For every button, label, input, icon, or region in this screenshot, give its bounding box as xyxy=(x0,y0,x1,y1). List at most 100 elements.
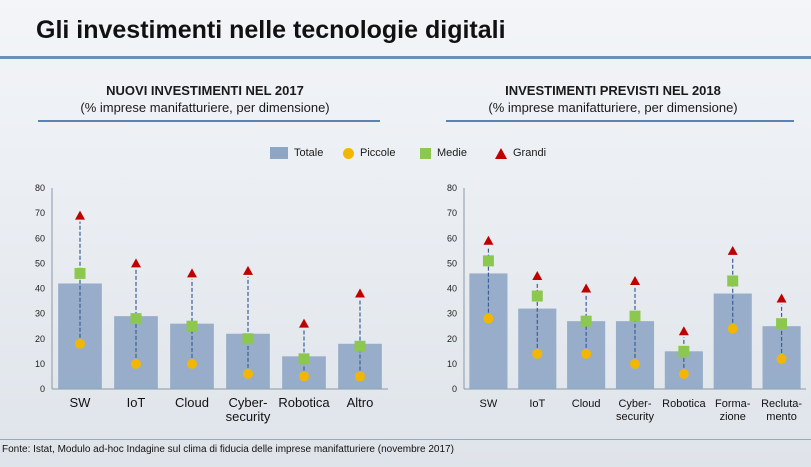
left-point-piccole xyxy=(299,371,309,382)
page-title: Gli investimenti nelle tecnologie digita… xyxy=(36,16,506,44)
left-point-piccole xyxy=(75,338,85,349)
left-panel-title: NUOVI INVESTIMENTI NEL 2017 (% imprese m… xyxy=(40,82,370,116)
legend-label-piccole: Piccole xyxy=(360,147,396,159)
legend-label-totale: Totale xyxy=(294,147,324,159)
left-y-tick-label: 40 xyxy=(35,284,45,294)
left-point-grandi xyxy=(243,265,253,275)
right-point-grandi xyxy=(483,235,494,245)
right-y-tick-label: 70 xyxy=(447,208,457,218)
right-point-piccole xyxy=(532,348,543,359)
right-point-medie xyxy=(482,255,494,267)
right-chart-title: INVESTIMENTI PREVISTI NEL 2018 xyxy=(505,83,721,98)
right-category-label: Recluta- xyxy=(761,398,802,410)
legend-item-medie: Medie xyxy=(420,147,467,159)
right-point-medie xyxy=(727,275,739,287)
right-panel-divider xyxy=(446,120,794,122)
left-point-piccole xyxy=(131,358,141,369)
right-y-tick-label: 20 xyxy=(447,334,457,344)
chart-legend: Totale Piccole Medie Grandi xyxy=(0,147,811,165)
left-category-label: Robotica xyxy=(278,395,330,410)
left-point-medie xyxy=(354,340,366,352)
right-point-grandi xyxy=(630,275,640,285)
left-point-medie xyxy=(298,353,310,365)
right-point-piccole xyxy=(776,353,787,364)
left-y-tick-label: 70 xyxy=(35,208,45,218)
left-y-tick-label: 20 xyxy=(35,334,45,344)
right-category-label: Robotica xyxy=(662,398,706,410)
right-category-label: mento xyxy=(766,411,797,423)
left-y-tick-label: 10 xyxy=(35,359,45,369)
right-y-tick-label: 30 xyxy=(447,309,457,319)
right-chart-subtitle: (% imprese manifatturiere, per dimension… xyxy=(488,100,738,115)
left-category-label: Cloud xyxy=(175,395,209,410)
footer-divider xyxy=(0,439,811,440)
left-category-label: Cyber- xyxy=(228,395,267,410)
right-point-piccole xyxy=(630,358,640,369)
left-point-medie xyxy=(186,320,198,332)
right-y-tick-label: 60 xyxy=(447,233,457,243)
legend-label-grandi: Grandi xyxy=(513,147,547,159)
right-point-piccole xyxy=(581,348,592,359)
left-point-grandi xyxy=(75,210,85,220)
left-point-piccole xyxy=(243,368,253,379)
left-point-grandi xyxy=(131,258,141,268)
legend-triangle-swatch xyxy=(495,147,507,159)
right-category-label: Cloud xyxy=(572,398,601,410)
left-category-label: security xyxy=(226,409,271,424)
right-category-label: IoT xyxy=(529,398,545,410)
right-panel-title: INVESTIMENTI PREVISTI NEL 2018 (% impres… xyxy=(448,82,778,116)
left-point-medie xyxy=(242,333,254,345)
left-panel-divider xyxy=(38,120,380,122)
legend-label-medie: Medie xyxy=(437,147,467,159)
left-point-grandi xyxy=(299,318,309,328)
left-bar-totale xyxy=(114,316,158,389)
right-point-medie xyxy=(580,315,592,327)
left-point-piccole xyxy=(355,371,365,382)
right-point-grandi xyxy=(776,293,787,303)
left-category-label: SW xyxy=(70,395,92,410)
left-point-medie xyxy=(74,267,86,279)
left-point-medie xyxy=(130,313,142,325)
legend-item-grandi: Grandi xyxy=(495,147,546,159)
right-category-label: security xyxy=(616,411,654,423)
title-divider xyxy=(0,56,811,59)
right-category-label: Cyber- xyxy=(618,398,651,410)
left-y-tick-label: 0 xyxy=(40,384,45,394)
right-point-grandi xyxy=(581,283,592,293)
right-y-tick-label: 80 xyxy=(447,183,457,193)
source-note: Fonte: Istat, Modulo ad-hoc Indagine sul… xyxy=(2,444,454,455)
left-y-tick-label: 30 xyxy=(35,309,45,319)
right-category-label: SW xyxy=(480,398,498,410)
right-y-tick-label: 0 xyxy=(452,384,457,394)
legend-item-piccole: Piccole xyxy=(343,147,395,159)
right-category-label: Forma- xyxy=(715,398,751,410)
left-category-label: IoT xyxy=(127,395,146,410)
left-point-grandi xyxy=(355,288,365,298)
legend-bar-swatch xyxy=(270,147,288,159)
right-point-piccole xyxy=(678,368,689,379)
right-point-grandi xyxy=(532,270,543,280)
left-y-tick-label: 50 xyxy=(35,258,45,268)
legend-square-swatch xyxy=(420,147,431,159)
legend-item-totale: Totale xyxy=(270,147,323,159)
left-chart-subtitle: (% imprese manifatturiere, per dimension… xyxy=(80,100,330,115)
left-y-tick-label: 80 xyxy=(35,183,45,193)
right-point-piccole xyxy=(727,323,738,334)
left-point-grandi xyxy=(187,268,197,278)
left-category-label: Altro xyxy=(347,395,374,410)
legend-circle-swatch xyxy=(343,147,354,159)
right-point-medie xyxy=(776,318,788,330)
left-point-piccole xyxy=(187,358,197,369)
right-category-label: zione xyxy=(720,411,746,423)
right-point-grandi xyxy=(678,326,689,336)
right-point-medie xyxy=(531,290,543,302)
right-y-tick-label: 50 xyxy=(447,258,457,268)
right-point-piccole xyxy=(483,313,494,324)
left-chart-title: NUOVI INVESTIMENTI NEL 2017 xyxy=(106,83,304,98)
left-y-tick-label: 60 xyxy=(35,233,45,243)
right-point-grandi xyxy=(727,245,738,255)
right-point-medie xyxy=(629,310,641,322)
right-y-tick-label: 40 xyxy=(447,284,457,294)
right-point-medie xyxy=(678,345,690,357)
